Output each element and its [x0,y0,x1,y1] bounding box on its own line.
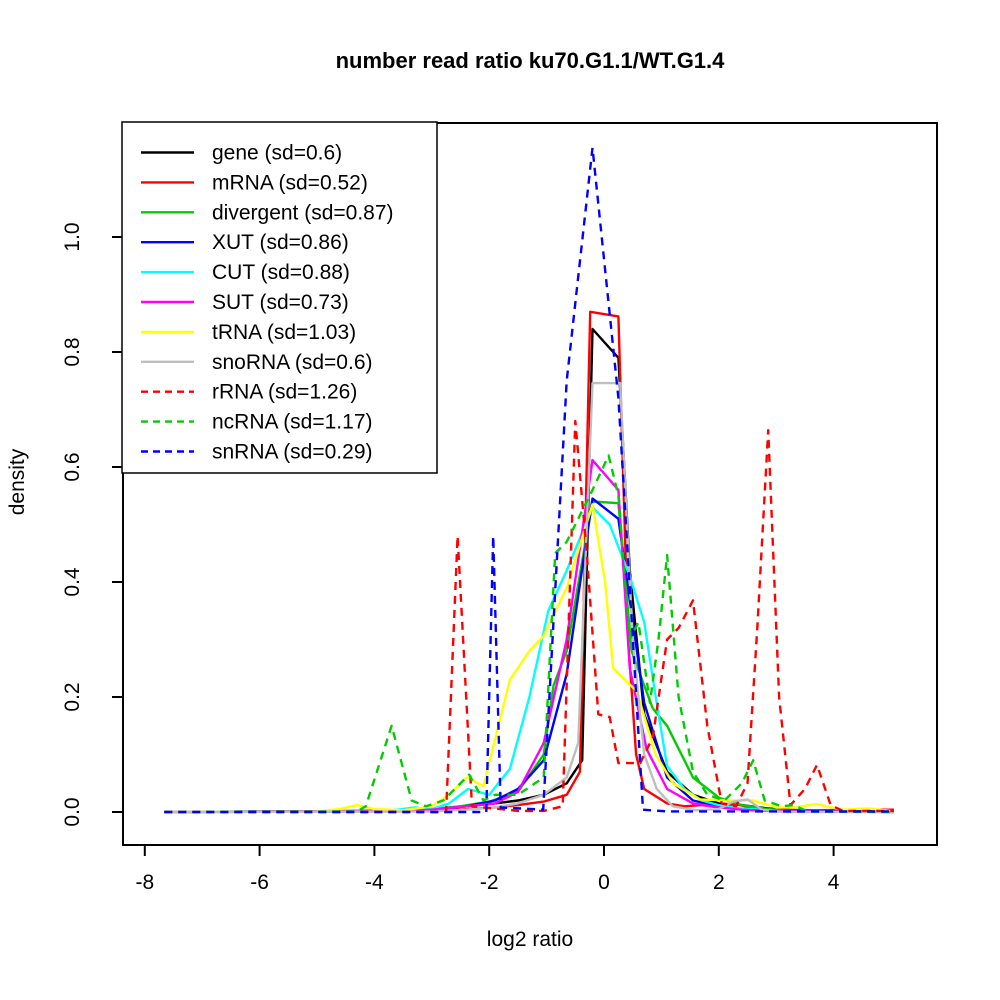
y-tick-label: 0.8 [61,337,84,366]
legend-box [121,121,438,474]
series-line-rRNA [164,419,894,814]
legend-label-XUT: XUT (sd=0.86) [212,231,349,254]
legend-label-tRNA: tRNA (sd=1.03) [212,321,356,344]
legend-label-SUT: SUT (sd=0.73) [212,291,349,314]
y-tick-label: 0.2 [61,682,84,711]
legend-label-CUT: CUT (sd=0.88) [212,261,350,284]
x-tick-label: 2 [713,871,725,894]
legend-label-mRNA: mRNA (sd=0.52) [212,171,368,194]
series-lines [164,146,895,814]
y-axis: 0.0 0.2 0.4 0.6 0.8 1.0 [61,222,123,827]
y-tick-label: 1.0 [61,222,84,251]
series-line-snRNA [164,146,894,814]
x-tick-label: -4 [365,871,384,894]
legend-label-ncRNA: ncRNA (sd=1.17) [212,411,373,434]
legend-label-divergent: divergent (sd=0.87) [212,201,394,224]
legend-label-rRNA: rRNA (sd=1.26) [212,381,357,404]
x-axis: -8 -6 -4 -2 0 2 4 [135,845,840,894]
x-tick-label: -6 [250,871,269,894]
series-line-ncRNA [164,454,894,814]
y-tick-label: 0.4 [61,567,84,597]
x-tick-label: 4 [828,871,840,894]
x-tick-label: -8 [135,871,154,894]
series-line-SUT [164,458,894,814]
series-line-divergent [164,500,894,814]
series-line-snoRNA [164,381,894,814]
series-line-XUT [164,497,894,814]
y-tick-label: 0.0 [61,797,84,826]
legend-label-gene: gene (sd=0.6) [212,142,342,165]
x-tick-label: -2 [480,871,499,894]
legend-label-snoRNA: snoRNA (sd=0.6) [212,351,373,374]
x-tick-label: 0 [598,871,610,894]
legend-label-snRNA: snRNA (sd=0.29) [212,441,373,464]
series-line-CUT [164,506,894,814]
y-axis-title: density [6,448,29,516]
y-tick-label: 0.6 [61,452,84,481]
chart-title: number read ratio ku70.G1.1/WT.G1.4 [335,48,725,73]
legend: gene (sd=0.6) mRNA (sd=0.52) divergent (sd… [121,121,438,474]
x-axis-title: log2 ratio [486,928,574,951]
plot-border [122,122,938,846]
series-line-tRNA [164,503,895,814]
